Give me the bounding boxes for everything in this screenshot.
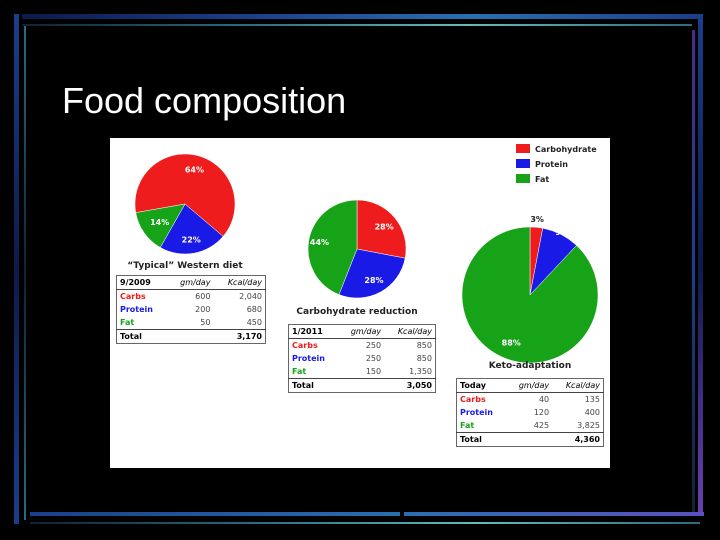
pie-slice-label: 9% [555, 228, 569, 237]
table-cell: Protein [120, 305, 153, 314]
pie-slice-fat [307, 199, 358, 295]
table-cell: 450 [246, 318, 262, 327]
pie-slice-label: 3% [530, 215, 544, 224]
table-header-cell: gm/day [167, 275, 214, 290]
table-header-cell: Kcal/day [213, 275, 266, 290]
table-cell: 135 [584, 395, 600, 404]
table-row: Fat 150 1,350 [289, 365, 436, 379]
pie-charts: 64% 22% 14% “Typical” Western diet 28% 28% 44%… [127, 144, 599, 371]
diet-table-today: Today gm/day Kcal/day Carbs 40 135 Protein 120 4… [456, 378, 604, 447]
table-cell: Total [456, 432, 507, 447]
pie-title: Keto-adaptation [489, 361, 572, 371]
table-cell: 150 [365, 367, 382, 376]
table-cell: Total [288, 378, 339, 393]
legend-swatch [516, 159, 530, 168]
table-cell: 850 [416, 354, 432, 363]
frame-left-bar [14, 14, 19, 524]
table-cell: 3,825 [577, 421, 600, 430]
table-cell: Fat [292, 367, 307, 376]
table-row: Carbs 40 135 [457, 393, 604, 407]
table-header-cell: gm/day [338, 324, 385, 339]
legend-swatch [516, 144, 530, 153]
pie-title: Carbohydrate reduction [296, 307, 417, 317]
frame-bottom-bar-right [404, 512, 704, 516]
table-cell [506, 432, 553, 447]
table-total-row: Total 4,360 [456, 432, 604, 447]
table-cell: 50 [200, 318, 211, 327]
legend-label: Carbohydrate [535, 145, 597, 154]
table-row: Protein 250 850 [289, 352, 436, 365]
table-cell [338, 378, 385, 393]
table-cell: Fat [120, 318, 135, 327]
pie-slice-label: 14% [150, 218, 169, 227]
table-header-cell: 1/2011 [288, 324, 339, 339]
table-cell: 3,050 [384, 378, 436, 393]
table-cell: Fat [460, 421, 475, 430]
table-cell: 250 [365, 354, 382, 363]
slide-title: Food composition [62, 80, 347, 121]
table-cell: Total [116, 329, 168, 344]
table-cell: 400 [584, 408, 600, 417]
table-header-cell: Kcal/day [384, 324, 436, 339]
frame-top-bar-thin [22, 24, 692, 26]
diet-table-2009: 9/2009 gm/day Kcal/day Carbs 600 2,040 Protein… [116, 275, 266, 344]
pie-slice-label: 88% [502, 338, 521, 347]
legend-label: Protein [535, 160, 568, 169]
table-cell: Protein [460, 408, 493, 417]
frame-right-bar-thin [692, 30, 695, 514]
pie-slice-label: 22% [182, 235, 201, 244]
table-cell: 2,040 [239, 292, 262, 301]
legend-label: Fat [535, 175, 549, 184]
pie-title: “Typical” Western diet [127, 261, 243, 271]
table-total-row: Total 3,170 [116, 329, 266, 344]
frame-right-bar [698, 14, 703, 514]
frame-bottom-bar [30, 512, 400, 516]
table-row: Protein 200 680 [117, 303, 266, 316]
table-header-cell: Kcal/day [552, 378, 604, 393]
table-cell: 1,350 [409, 367, 432, 376]
table-header-cell: gm/day [506, 378, 553, 393]
pie-slice-label: 28% [364, 276, 383, 285]
table-row: Protein 120 400 [457, 406, 604, 419]
table-header-cell: Today [456, 378, 507, 393]
pie-slice-fat [461, 226, 599, 364]
diet-table-2011: 1/2011 gm/day Kcal/day Carbs 250 850 Protein 25… [288, 324, 436, 393]
figure-panel: 64% 22% 14% “Typical” Western diet 28% 28% 44%… [110, 138, 610, 468]
table-row: Carbs 600 2,040 [117, 290, 266, 304]
table-cell: 850 [416, 341, 432, 350]
pie-slice-fat [135, 203, 186, 248]
pie-slice-protein [338, 248, 406, 299]
table-cell: 600 [195, 292, 211, 301]
table-cell: Carbs [460, 395, 486, 404]
table-cell: 250 [365, 341, 382, 350]
table-cell: 3,170 [213, 329, 266, 344]
table-cell: Protein [292, 354, 325, 363]
table-row: Fat 50 450 [117, 316, 266, 330]
table-cell: 680 [246, 305, 262, 314]
table-cell: 200 [195, 305, 211, 314]
pie-slice-carbohydrate [356, 199, 407, 259]
table-cell: 120 [533, 408, 550, 417]
pie-slice-label: 64% [185, 165, 204, 174]
table-cell: Carbs [292, 341, 318, 350]
table-cell: 4,360 [552, 432, 604, 447]
frame-left-bar-thin [24, 26, 26, 520]
table-header-cell: 9/2009 [116, 275, 168, 290]
table-cell [167, 329, 214, 344]
table-total-row: Total 3,050 [288, 378, 436, 393]
frame-bottom-bar-thin [30, 522, 700, 524]
pie-slice-label: 44% [310, 238, 329, 247]
pie-slice-protein [159, 203, 224, 255]
table-cell: Carbs [120, 292, 146, 301]
table-row: Carbs 250 850 [289, 339, 436, 353]
frame-top-bar [22, 14, 698, 19]
legend-swatch [516, 174, 530, 183]
table-cell: 40 [538, 395, 550, 404]
pie-slice-label: 28% [375, 223, 394, 232]
table-row: Fat 425 3,825 [457, 419, 604, 433]
pie-slice-carbohydrate [134, 153, 236, 237]
table-cell: 425 [533, 421, 550, 430]
